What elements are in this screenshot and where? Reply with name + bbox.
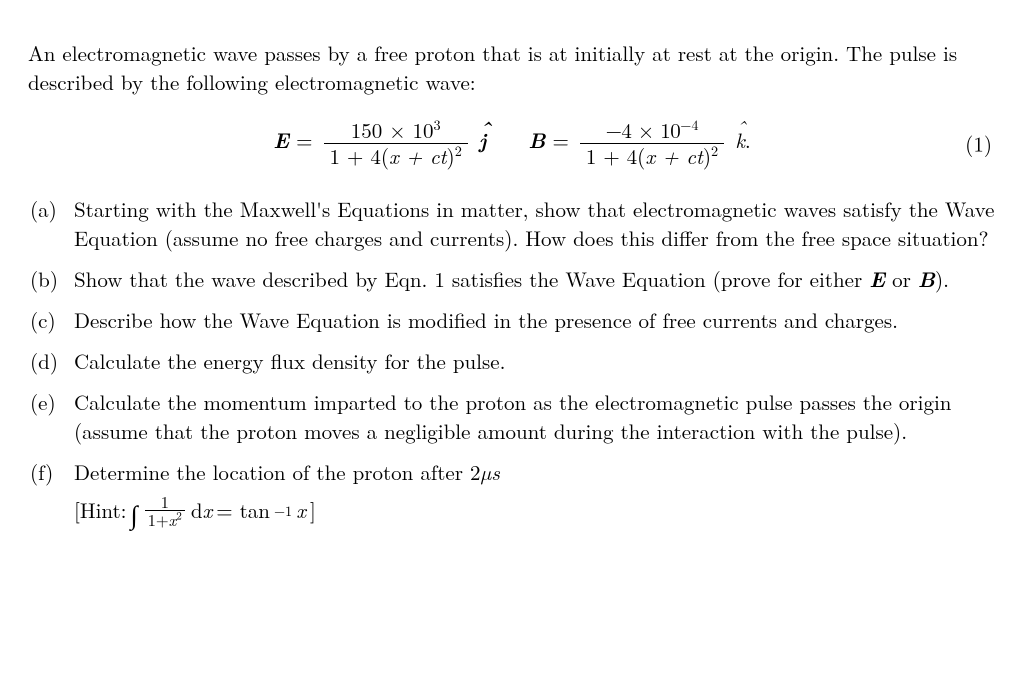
hint-close: ]	[310, 496, 316, 525]
den-E-var: x + ct	[389, 141, 447, 171]
part-a: (a) Starting with the Maxwell's Equation…	[28, 195, 996, 253]
hint-eq: = tan	[216, 496, 270, 525]
part-f-pre: Determine the location of the proton aft…	[74, 457, 480, 487]
part-d-text: Calculate the energy flux density for th…	[74, 347, 996, 376]
hint-frac-den-pre: 1+	[148, 508, 169, 531]
den-E-exp: 2	[455, 141, 462, 161]
part-b-mid: or	[885, 264, 918, 294]
fraction-B: −4 × 10−4 1 + 4(x + ct)2	[580, 119, 724, 168]
parts-list: (a) Starting with the Maxwell's Equation…	[28, 195, 996, 529]
part-c-text: Describe how the Wave Equation is modifi…	[74, 306, 996, 335]
part-a-text: Starting with the Maxwell's Equations in…	[74, 195, 996, 253]
den-B-suf: )	[703, 141, 711, 171]
problem-page: An electromagnetic wave passes by a free…	[0, 0, 1024, 551]
part-c: (c) Describe how the Wave Equation is mo…	[28, 306, 996, 335]
equals-sign-B: =	[546, 125, 576, 155]
part-f: (f) Determine the location of the proton…	[28, 458, 996, 529]
equals-sign: =	[289, 125, 319, 155]
part-b-E: E	[869, 264, 885, 294]
hint-dx-x: x	[203, 495, 213, 525]
equation-block: E = 150 × 103 1 + 4(x + ct)2 j B =	[28, 115, 996, 173]
part-c-label: (c)	[28, 306, 74, 335]
part-a-label: (a)	[28, 195, 74, 224]
part-b-text: Show that the wave described by Eqn. 1 s…	[74, 265, 996, 294]
part-b-B: B	[918, 264, 935, 294]
vector-B-symbol: B	[528, 125, 545, 155]
den-E-suf: )	[447, 141, 455, 171]
equation-number: (1)	[965, 129, 992, 158]
num-B-exp: −4	[680, 115, 698, 135]
equation-E: E = 150 × 103 1 + 4(x + ct)2 j	[273, 119, 486, 168]
fraction-E: 150 × 103 1 + 4(x + ct)2	[324, 119, 468, 168]
j-hat-icon: j	[479, 126, 486, 155]
hint-fraction: 1 1+x2	[145, 493, 185, 528]
part-f-label: (f)	[28, 458, 74, 487]
hint-dx-d: d	[191, 495, 203, 525]
part-b: (b) Show that the wave described by Eqn.…	[28, 265, 996, 294]
part-e-text: Calculate the momentum imparted to the p…	[74, 388, 996, 446]
fraction-E-denominator: 1 + 4(x + ct)2	[324, 144, 468, 168]
den-B-pre: 1 + 4(	[586, 141, 646, 171]
hint-frac-den-exp: 2	[176, 508, 182, 524]
hint: [Hint: ∫ 1 1+x2 dx = tan−1 x]	[74, 493, 996, 529]
hint-open: [Hint:	[74, 496, 127, 525]
part-f-unit: µs	[480, 457, 499, 487]
equation-center: E = 150 × 103 1 + 4(x + ct)2 j B =	[273, 119, 750, 168]
fraction-B-denominator: 1 + 4(x + ct)2	[580, 144, 724, 168]
fraction-E-numerator: 150 × 103	[345, 119, 447, 143]
part-b-label: (b)	[28, 265, 74, 294]
part-b-post: ).	[935, 264, 949, 294]
den-E-pre: 1 + 4(	[330, 141, 390, 171]
fraction-B-numerator: −4 × 10−4	[600, 119, 705, 143]
den-B-var: x + ct	[645, 141, 703, 171]
part-e: (e) Calculate the momentum imparted to t…	[28, 388, 996, 446]
num-E-exp: 3	[434, 115, 441, 135]
hint-frac-den: 1+x2	[145, 511, 185, 528]
part-b-pre: Show that the wave described by Eqn. 1 s…	[74, 264, 869, 294]
den-B-exp: 2	[711, 141, 718, 161]
equation-B: B = −4 × 10−4 1 + 4(x + ct)2 k.	[528, 119, 750, 168]
intro-paragraph: An electromagnetic wave passes by a free…	[28, 39, 996, 97]
part-e-label: (e)	[28, 388, 74, 417]
hint-x: x	[296, 496, 306, 525]
part-d-label: (d)	[28, 347, 74, 376]
vector-E-symbol: E	[273, 125, 289, 155]
part-d: (d) Calculate the energy flux density fo…	[28, 347, 996, 376]
hint-dx: dx	[191, 496, 212, 525]
part-f-body: Determine the location of the proton aft…	[74, 458, 996, 529]
k-hat-icon: k	[735, 126, 745, 155]
integral-icon: ∫	[131, 495, 138, 531]
